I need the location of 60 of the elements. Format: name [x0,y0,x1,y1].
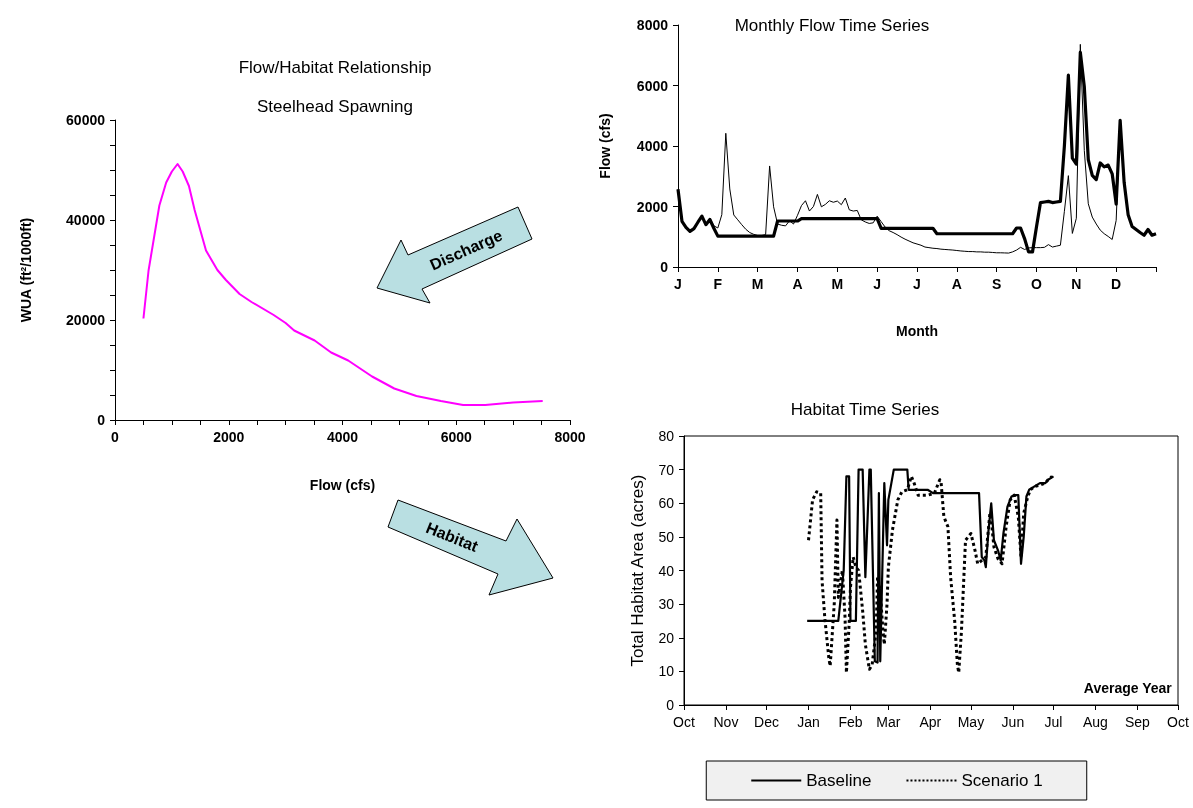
y-tick-label: 70 [658,461,675,478]
y-tick-label: 40000 [66,212,106,228]
x-tick-label: A [792,276,803,292]
x-axis-title: Flow (cfs) [309,477,376,493]
x-tick-label: D [1111,276,1122,292]
x-tick-label: Apr [919,714,942,730]
x-tick-label: Mar [876,714,901,730]
x-tick-label: Aug [1082,714,1108,730]
annotation: Average Year [1083,680,1173,696]
legend-label: Baseline [806,771,872,790]
y-axis-title: Flow (cfs) [597,113,613,179]
y-axis-title: WUA (ft²/1000ft) [18,217,34,323]
y-tick-label: 0 [660,259,669,275]
y-tick-label: 60 [658,495,675,512]
x-tick-label: Jan [797,714,820,730]
x-tick-label: 2000 [213,429,245,445]
y-tick-label: 80 [658,428,675,444]
x-tick-label: M [751,276,764,292]
x-tick-label: A [951,276,962,292]
x-tick-label: 8000 [554,429,586,445]
x-tick-label: Dec [754,714,780,730]
x-tick-label: J [873,276,882,292]
x-tick-label: Sep [1124,714,1151,730]
y-tick-label: 50 [658,528,675,545]
y-tick-label: 20 [658,629,675,646]
y-tick-label: 60000 [66,112,106,128]
y-tick-label: 2000 [636,198,669,215]
x-tick-label: S [991,276,1002,292]
x-tick-label: M [831,276,844,292]
x-tick-label: 4000 [326,429,359,445]
x-tick-label: Jun [1001,714,1025,730]
chart-title: Monthly Flow Time Series [734,16,930,35]
y-tick-label: 8000 [636,17,669,33]
x-tick-label: 6000 [440,429,473,445]
y-tick-label: 0 [666,697,675,713]
x-tick-label: Nov [713,714,739,730]
chart-title: Flow/Habitat Relationship [238,58,432,77]
x-axis-title: Month [896,323,938,339]
x-tick-label: J [913,276,921,292]
y-tick-label: 20000 [66,312,106,328]
y-tick-label: 40 [658,562,675,579]
x-tick-label: J [674,276,682,292]
x-tick-label: Jul [1044,714,1063,730]
x-tick-label: O [1031,276,1043,292]
y-axis-title: Total Habitat Area (acres) [628,474,647,667]
y-tick-label: 30 [658,596,675,613]
y-tick-label: 6000 [636,77,669,94]
x-tick-label: Feb [838,714,863,730]
chart-title: Habitat Time Series [790,400,940,419]
x-tick-label: N [1071,276,1082,292]
y-tick-label: 10 [658,663,675,680]
x-tick-label: Oct [673,714,695,730]
chart-subtitle: Steelhead Spawning [257,97,413,116]
x-tick-label: Oct [1167,714,1189,730]
x-tick-label: 0 [111,429,120,445]
y-tick-label: 0 [97,412,106,428]
legend-label: Scenario 1 [961,771,1043,790]
x-tick-label: May [957,714,985,730]
x-tick-label: F [713,276,723,292]
y-tick-label: 4000 [636,138,669,154]
